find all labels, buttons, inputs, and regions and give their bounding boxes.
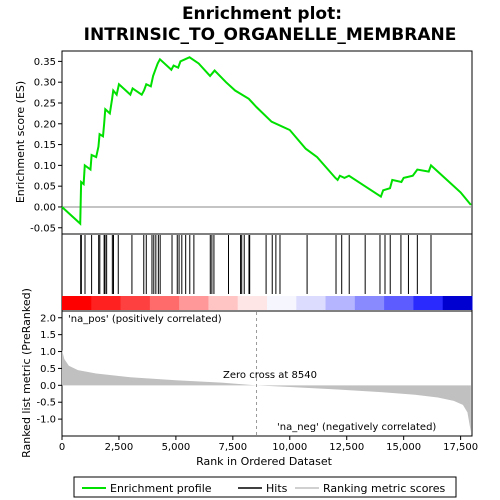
x-tick-label: 2,500 <box>105 442 134 453</box>
heat-segment <box>91 296 122 310</box>
negative-correlation-label: 'na_neg' (negatively correlated) <box>277 422 436 433</box>
chart-title-line2: INTRINSIC_TO_ORGANELLE_MEMBRANE <box>84 25 457 45</box>
positive-correlation-label: 'na_pos' (positively correlated) <box>68 314 222 325</box>
ranking-metric-area <box>62 349 471 432</box>
heat-segment <box>384 296 414 310</box>
legend: Enrichment profile Hits Ranking metric s… <box>73 476 457 498</box>
metric-y-tick-label: 1.0 <box>40 347 56 358</box>
metric-y-tick-label: -1.0 <box>36 415 56 426</box>
es-y-tick-label: 0.35 <box>34 57 56 68</box>
es-y-tick-label: 0.20 <box>34 119 56 130</box>
metric-y-tick-label: 2.0 <box>40 313 56 324</box>
metric-y-label: Ranked list metric (PreRanked) <box>20 288 33 458</box>
x-tick-label: 12,500 <box>329 442 364 453</box>
es-curve <box>61 56 472 226</box>
hits-panel <box>61 233 473 312</box>
metric-panel: -1.0 -0.5 0.0 0.5 1.0 1.5 2.0 0 2,500 5,000 7,500… <box>20 288 478 468</box>
x-tick-label: 0 <box>59 442 65 453</box>
metric-panel-frame <box>61 310 473 437</box>
legend-frame <box>73 476 457 498</box>
rank-heat-bar <box>62 296 473 310</box>
es-y-tick-label: -0.05 <box>30 223 56 234</box>
heat-segment <box>413 296 444 310</box>
chart-title-line1: Enrichment plot: <box>182 4 342 24</box>
x-tick-label: 15,000 <box>386 442 421 453</box>
metric-y-tick-label: -0.5 <box>36 398 56 409</box>
zero-cross-label: Zero cross at 8540 <box>223 370 317 381</box>
heat-segment <box>325 296 356 310</box>
heat-segment <box>237 296 268 310</box>
heat-segment <box>442 296 473 310</box>
legend-enrichment-label: Enrichment profile <box>110 482 212 495</box>
metric-y-tick-label: 1.5 <box>40 330 56 341</box>
heat-segment <box>120 296 151 310</box>
es-y-tick-label: 0.10 <box>34 161 56 172</box>
heat-segment <box>208 296 239 310</box>
heat-segment <box>179 296 209 310</box>
hit-marks <box>80 235 432 294</box>
es-y-label: Enrichment score (ES) <box>14 81 27 203</box>
es-y-tick-label: 0.00 <box>34 202 56 213</box>
metric-y-tick-label: 0.5 <box>40 364 56 375</box>
es-y-tick-label: 0.05 <box>34 182 56 193</box>
legend-ranking-label: Ranking metric scores <box>323 482 445 495</box>
x-tick-label: 10,000 <box>272 442 307 453</box>
es-y-axis: -0.05 0.00 0.05 0.10 0.15 0.20 0.25 0.30 0.35 <box>30 57 62 234</box>
heat-segment <box>267 296 297 310</box>
x-axis: 0 2,500 5,000 7,500 10,000 12,500 15,000 17,500 <box>59 436 478 453</box>
x-tick-label: 17,500 <box>443 442 478 453</box>
x-tick-label: 5,000 <box>162 442 191 453</box>
heat-segment <box>149 296 180 310</box>
heat-segment <box>62 296 92 310</box>
x-axis-label: Rank in Ordered Dataset <box>196 455 333 468</box>
legend-hits-label: Hits <box>266 482 288 495</box>
metric-y-tick-label: 0.0 <box>40 381 56 392</box>
heat-segment <box>354 296 385 310</box>
es-panel-frame <box>61 50 473 235</box>
metric-y-axis: -1.0 -0.5 0.0 0.5 1.0 1.5 2.0 <box>36 313 62 426</box>
es-y-tick-label: 0.30 <box>34 78 56 89</box>
es-panel: -0.05 0.00 0.05 0.10 0.15 0.20 0.25 0.30 0.35 En… <box>14 50 473 235</box>
heat-segment <box>296 296 327 310</box>
es-y-tick-label: 0.15 <box>34 140 56 151</box>
x-tick-label: 7,500 <box>219 442 248 453</box>
es-y-tick-label: 0.25 <box>34 98 56 109</box>
